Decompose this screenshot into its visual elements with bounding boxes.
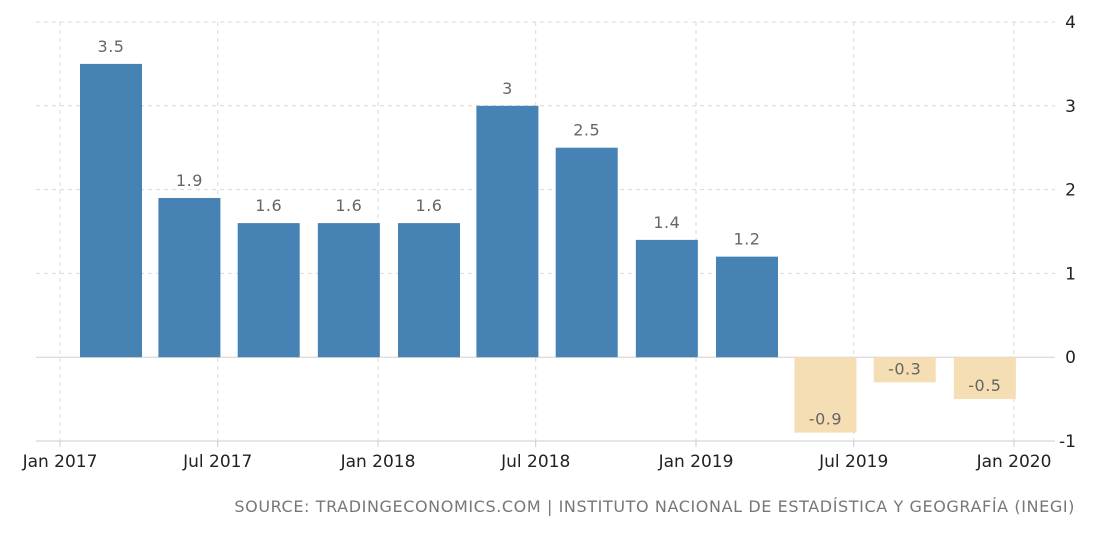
bar (794, 357, 857, 433)
bar-value-label: 1.6 (255, 196, 282, 215)
bar (635, 239, 698, 358)
bar (716, 256, 778, 358)
bar (953, 357, 1016, 400)
x-tick-label: Jul 2019 (818, 452, 888, 472)
bar-value-label: 2.5 (573, 121, 600, 140)
y-tick-label: 1 (1065, 264, 1076, 284)
bar (398, 223, 460, 358)
x-tick-label: Jul 2017 (182, 452, 252, 472)
bar-value-label: 1.9 (176, 171, 203, 190)
x-tick-label: Jan 2020 (976, 452, 1052, 472)
y-axis: 4 3 2 1 0 -1 (1059, 13, 1076, 452)
bar-value-label: -0.5 (968, 376, 1001, 395)
bar-value-labels: 3.5 1.9 1.6 1.6 1.6 3 2.5 1.4 1.2 -0.9 -0.3 -0.5 (98, 37, 1001, 429)
bar-value-label: 1.6 (416, 196, 443, 215)
x-tick-label: Jan 2017 (22, 452, 98, 472)
bar (158, 197, 221, 358)
x-axis: Jan 2017 Jul 2017 Jan 2018 Jul 2018 Jan 2019… (22, 440, 1055, 472)
bar (317, 223, 380, 358)
bar-value-label: 3 (502, 79, 513, 98)
y-tick-label: -1 (1059, 432, 1076, 452)
x-tick-label: Jan 2018 (340, 452, 416, 472)
x-tick-label: Jul 2018 (500, 452, 570, 472)
bar (237, 223, 300, 358)
y-tick-label: 2 (1065, 181, 1076, 201)
bar-value-label: 1.2 (734, 230, 761, 249)
bar (873, 357, 936, 383)
y-tick-label: 4 (1065, 13, 1076, 33)
y-tick-label: 0 (1065, 348, 1076, 368)
bar (80, 63, 142, 358)
bar-value-label: -0.3 (888, 359, 921, 378)
source-caption: SOURCE: TRADINGECONOMICS.COM | INSTITUTO… (234, 497, 1075, 516)
x-tick-label: Jan 2019 (658, 452, 734, 472)
bar-value-label: 3.5 (98, 37, 125, 56)
bars (80, 63, 1016, 433)
bar-value-label: -0.9 (809, 410, 842, 429)
bar-value-label: 1.4 (653, 213, 680, 232)
y-tick-label: 3 (1065, 97, 1076, 117)
bar (476, 105, 539, 358)
bar (555, 147, 618, 358)
bar-value-label: 1.6 (335, 196, 362, 215)
